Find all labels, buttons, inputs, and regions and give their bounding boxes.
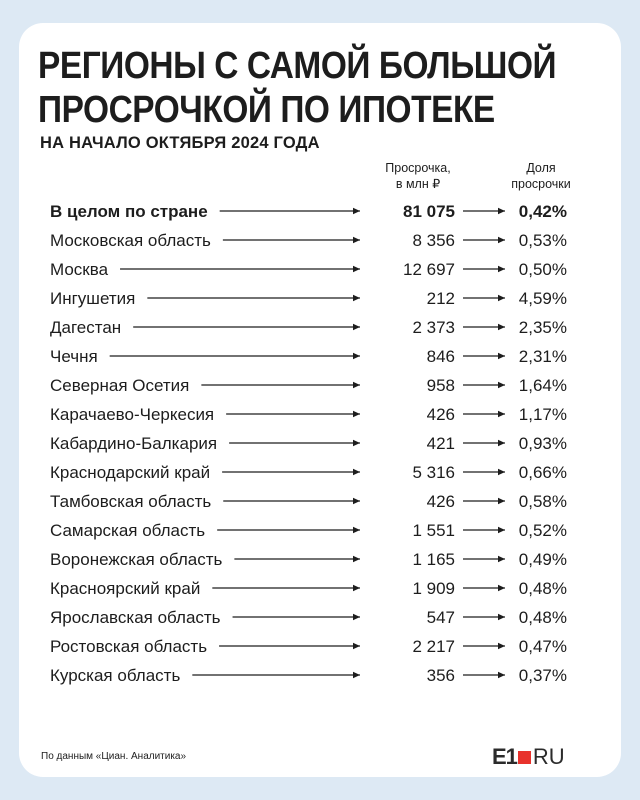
table-row: Красноярский край 1 909 0,48%	[50, 579, 567, 598]
logo-square-icon	[517, 750, 531, 764]
share-value: 0,47%	[519, 637, 567, 656]
share-value: 1,64%	[519, 376, 567, 395]
column-header-share: Доля просрочки	[496, 160, 586, 192]
overdue-value: 2 217	[412, 637, 455, 656]
share-value: 0,48%	[519, 608, 567, 627]
overdue-value: 212	[427, 289, 455, 308]
content-card	[19, 23, 621, 777]
table-row: Чечня 846 2,31%	[50, 347, 567, 366]
region-name: Ярославская область	[50, 608, 221, 627]
region-name: Воронежская область	[50, 550, 223, 569]
overdue-value: 81 075	[403, 202, 455, 221]
region-name: Краснодарский край	[50, 463, 210, 482]
overdue-value: 356	[427, 666, 455, 685]
region-name: Карачаево-Черкесия	[50, 405, 214, 424]
share-value: 1,17%	[519, 405, 567, 424]
share-value: 0,50%	[519, 260, 567, 279]
share-value: 4,59%	[519, 289, 567, 308]
table-row: Тамбовская область 426 0,58%	[50, 492, 567, 511]
region-name: Кабардино-Балкария	[50, 434, 217, 453]
table-row: Курская область 356 0,37%	[50, 666, 567, 685]
table-row: Московская область 8 356 0,53%	[50, 231, 567, 250]
column-header-share-line-1: Доля	[526, 161, 556, 175]
page-subtitle: НА НАЧАЛО ОКТЯБРЯ 2024 ГОДА	[40, 134, 320, 152]
overdue-value: 12 697	[403, 260, 455, 279]
overdue-value: 1 165	[412, 550, 455, 569]
overdue-value: 1 551	[412, 521, 455, 540]
table-row: Воронежская область 1 165 0,49%	[50, 550, 567, 569]
table-row: Северная Осетия 958 1,64%	[50, 376, 567, 395]
share-value: 2,35%	[519, 318, 567, 337]
overdue-value: 846	[427, 347, 455, 366]
table-row: В целом по стране 81 075 0,42%	[50, 202, 567, 221]
share-value: 0,49%	[519, 550, 567, 569]
share-value: 0,58%	[519, 492, 567, 511]
region-name: Ростовская область	[50, 637, 207, 656]
region-name: Москва	[50, 260, 109, 279]
overdue-value: 426	[427, 405, 455, 424]
region-name: Самарская область	[50, 521, 205, 540]
column-header-share-line-2: просрочки	[511, 177, 571, 191]
share-value: 0,42%	[519, 202, 567, 221]
region-name: Курская область	[50, 666, 180, 685]
share-value: 0,93%	[519, 434, 567, 453]
region-name: Чечня	[50, 347, 98, 366]
title-line-1: РЕГИОНЫ С САМОЙ БОЛЬШОЙ	[38, 45, 557, 87]
region-name: В целом по стране	[50, 202, 208, 221]
table-row: Самарская область 1 551 0,52%	[50, 521, 567, 540]
region-name: Московская область	[50, 231, 211, 250]
logo-mark: E1	[492, 744, 518, 769]
region-name: Дагестан	[50, 318, 121, 337]
table-row: Дагестан 2 373 2,35%	[50, 318, 567, 337]
title-line-2: ПРОСРОЧКОЙ ПО ИПОТЕКЕ	[38, 89, 495, 131]
overdue-value: 426	[427, 492, 455, 511]
overdue-value: 421	[427, 434, 455, 453]
share-value: 0,37%	[519, 666, 567, 685]
column-header-overdue: Просрочка, в млн ₽	[368, 160, 468, 192]
overdue-value: 547	[427, 608, 455, 627]
share-value: 0,52%	[519, 521, 567, 540]
overdue-value: 2 373	[412, 318, 455, 337]
share-value: 2,31%	[519, 347, 567, 366]
table-row: Москва 12 697 0,50%	[50, 260, 567, 279]
table-row: Карачаево-Черкесия 426 1,17%	[50, 405, 567, 424]
share-value: 0,53%	[519, 231, 567, 250]
overdue-value: 1 909	[412, 579, 455, 598]
region-name: Ингушетия	[50, 289, 135, 308]
share-value: 0,48%	[519, 579, 567, 598]
table-row: Краснодарский край 5 316 0,66%	[50, 463, 567, 482]
region-name: Северная Осетия	[50, 376, 189, 395]
table-row: Ярославская область 547 0,48%	[50, 608, 567, 627]
source-note: По данным «Циан. Аналитика»	[41, 751, 187, 762]
logo-domain: RU	[532, 744, 565, 769]
table-row: Ростовская область 2 217 0,47%	[50, 637, 567, 656]
overdue-value: 8 356	[412, 231, 455, 250]
region-name: Тамбовская область	[50, 492, 211, 511]
overdue-value: 5 316	[412, 463, 455, 482]
overdue-value: 958	[427, 376, 455, 395]
page-title: РЕГИОНЫ С САМОЙ БОЛЬШОЙ ПРОСРОЧКОЙ ПО ИП…	[38, 44, 557, 132]
region-name: Красноярский край	[50, 579, 200, 598]
column-header-overdue-line-2: в млн ₽	[395, 177, 441, 191]
table-row: Ингушетия 212 4,59%	[50, 289, 567, 308]
e1-logo: E1 RU	[492, 744, 565, 770]
table-row: Кабардино-Балкария 421 0,93%	[50, 434, 567, 453]
share-value: 0,66%	[519, 463, 567, 482]
column-header-overdue-line-1: Просрочка,	[385, 161, 451, 175]
